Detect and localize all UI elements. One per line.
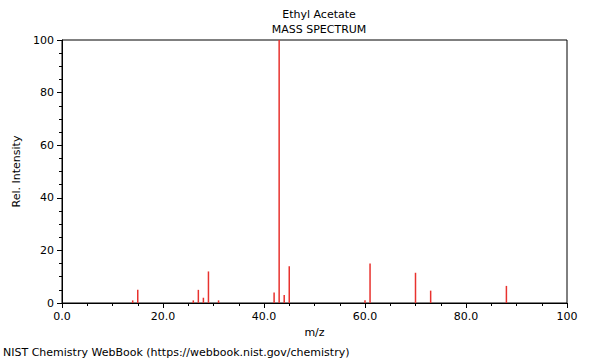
svg-text:100: 100 — [557, 310, 578, 323]
svg-text:60.0: 60.0 — [353, 310, 378, 323]
svg-text:0: 0 — [47, 297, 54, 310]
svg-text:20: 20 — [40, 244, 54, 257]
svg-text:40.0: 40.0 — [252, 310, 277, 323]
svg-text:Ethyl Acetate: Ethyl Acetate — [282, 8, 356, 21]
svg-text:m/z: m/z — [304, 326, 324, 339]
svg-text:100: 100 — [33, 34, 54, 47]
svg-text:40: 40 — [40, 191, 54, 204]
svg-text:Rel. Intensity: Rel. Intensity — [10, 135, 23, 207]
svg-text:0.0: 0.0 — [53, 310, 71, 323]
svg-text:MASS SPECTRUM: MASS SPECTRUM — [272, 23, 367, 36]
svg-text:80.0: 80.0 — [454, 310, 479, 323]
svg-text:20.0: 20.0 — [151, 310, 176, 323]
svg-text:80: 80 — [40, 86, 54, 99]
svg-text:NIST Chemistry WebBook (https:: NIST Chemistry WebBook (https://webbook.… — [3, 346, 350, 359]
svg-text:60: 60 — [40, 139, 54, 152]
